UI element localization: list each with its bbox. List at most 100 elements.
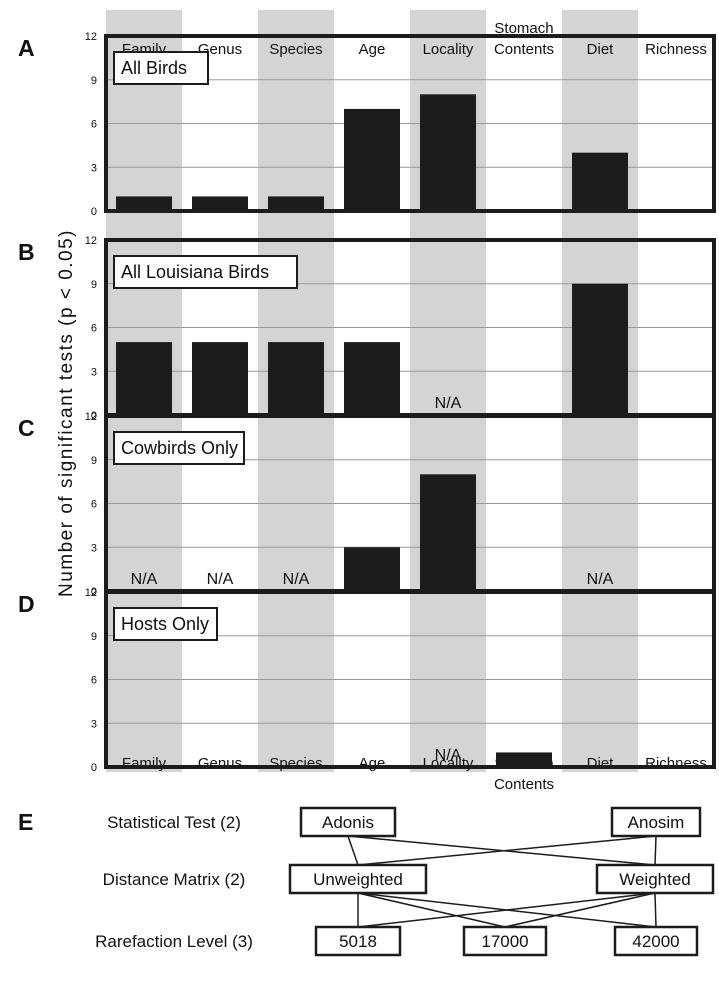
diagram-node-label: Weighted xyxy=(619,870,691,889)
diagram-edge xyxy=(357,835,657,866)
panel-title-box: Cowbirds Only xyxy=(113,431,245,465)
bar-locality xyxy=(420,474,476,591)
diagram-node: Adonis xyxy=(299,806,397,838)
panel-letter: C xyxy=(18,415,35,441)
category-label: Family xyxy=(122,755,167,772)
panel-e-diagram: E Statistical Test (2) Adonis Anosim Distanc… xyxy=(18,806,715,957)
bar-panels: 0 3 6 9 12 A All Birds 0 3 6 9 12 N/A B All Louisiana … xyxy=(18,31,716,774)
panel-frame xyxy=(104,590,716,769)
diagram-edge xyxy=(347,835,359,866)
category-label: Diet xyxy=(587,755,615,772)
diagram-node-label: 42000 xyxy=(632,932,679,951)
na-label: N/A xyxy=(587,571,614,588)
na-label: N/A xyxy=(283,571,310,588)
y-tick-label: 9 xyxy=(91,455,97,467)
bar-genus xyxy=(192,196,248,211)
panel-title-box: All Louisiana Birds xyxy=(113,255,298,289)
bar-age xyxy=(344,108,400,211)
diagram-edge xyxy=(654,892,657,928)
bar-family xyxy=(116,342,172,415)
diagram-node: Unweighted xyxy=(288,863,428,895)
diagram-node-label: 17000 xyxy=(481,932,528,951)
y-tick-label: 6 xyxy=(91,119,97,131)
diagram-node-box xyxy=(299,806,397,838)
category-label: Genus xyxy=(198,755,242,772)
panel-title: All Birds xyxy=(121,58,187,78)
diagram-node: 17000 xyxy=(462,925,548,957)
diagram-row-label: Statistical Test (2) xyxy=(107,813,241,832)
y-tick-label: 6 xyxy=(91,323,97,335)
category-label: Stomach xyxy=(494,20,553,37)
category-label: Species xyxy=(269,755,322,772)
na-label: N/A xyxy=(207,571,234,588)
diagram-node-box xyxy=(595,863,715,895)
na-label: N/A xyxy=(131,571,158,588)
y-tick-label: 9 xyxy=(91,75,97,87)
panel-letter: A xyxy=(18,35,35,61)
diagram-edge xyxy=(654,835,657,866)
y-tick-label: 0 xyxy=(91,762,97,774)
panel-title-box: Hosts Only xyxy=(113,607,218,641)
y-tick-label: 12 xyxy=(85,235,97,247)
category-label: Richness xyxy=(645,41,707,58)
panel-title: Cowbirds Only xyxy=(121,438,238,458)
category-label: Age xyxy=(359,755,386,772)
y-axis-label: Number of significant tests (p < 0.05) xyxy=(56,229,77,597)
panel-title: All Louisiana Birds xyxy=(121,262,269,282)
category-label: Contents xyxy=(494,41,554,58)
y-tick-label: 3 xyxy=(91,162,97,174)
diagram-node-label: 5018 xyxy=(339,932,377,951)
category-label: Richness xyxy=(645,755,707,772)
diagram-node-box xyxy=(462,925,548,957)
category-label: Locality xyxy=(423,41,474,58)
y-tick-label: 0 xyxy=(91,410,97,422)
y-tick-label: 6 xyxy=(91,675,97,687)
y-tick-label: 12 xyxy=(85,587,97,599)
panel-d: 0 3 6 9 12 N/A D Hosts Only xyxy=(18,587,716,774)
y-tick-label: 3 xyxy=(91,366,97,378)
category-label: Contents xyxy=(494,776,554,793)
diagram-node-box xyxy=(288,863,428,895)
y-tick-label: 12 xyxy=(85,31,97,43)
diagram-edge xyxy=(357,892,506,928)
diagram-node: Anosim xyxy=(610,806,702,838)
diagram-node: Weighted xyxy=(595,863,715,895)
diagram-node: 42000 xyxy=(613,925,699,957)
na-label: N/A xyxy=(435,395,462,412)
panel-title-frame xyxy=(113,607,218,641)
diagram-node-box xyxy=(314,925,402,957)
diagram-node-label: Adonis xyxy=(322,813,374,832)
panel-title-frame xyxy=(113,51,209,85)
diagram-node-label: Unweighted xyxy=(313,870,403,889)
y-tick-label: 12 xyxy=(85,411,97,423)
diagram-node-label: Anosim xyxy=(628,813,685,832)
diagram-node: 5018 xyxy=(314,925,402,957)
diagram-edges xyxy=(347,835,657,928)
bar-genus xyxy=(192,342,248,415)
diagram-edge xyxy=(357,892,656,928)
diagram-row-label: Distance Matrix (2) xyxy=(103,870,246,889)
bar-species xyxy=(268,342,324,415)
panel-a: 0 3 6 9 12 A All Birds xyxy=(18,31,716,218)
bar-species xyxy=(268,196,324,211)
panel-letter: B xyxy=(18,239,35,265)
bar-locality xyxy=(420,94,476,211)
bar-age xyxy=(344,547,400,591)
na-label: N/A xyxy=(435,747,462,764)
y-tick-label: 0 xyxy=(91,206,97,218)
panel-title-frame xyxy=(113,255,298,289)
category-label: Species xyxy=(269,41,322,58)
category-label: Diet xyxy=(587,41,615,58)
category-label: Age xyxy=(359,41,386,58)
y-tick-label: 6 xyxy=(91,499,97,511)
bar-diet xyxy=(572,152,628,211)
bar-diet xyxy=(572,283,628,415)
panel-frame xyxy=(104,34,716,213)
y-tick-label: 3 xyxy=(91,718,97,730)
diagram-edge xyxy=(504,892,656,928)
bar-family xyxy=(116,196,172,211)
panel-title: Hosts Only xyxy=(121,614,209,634)
bar-age xyxy=(344,342,400,415)
panel-letter: D xyxy=(18,591,35,617)
